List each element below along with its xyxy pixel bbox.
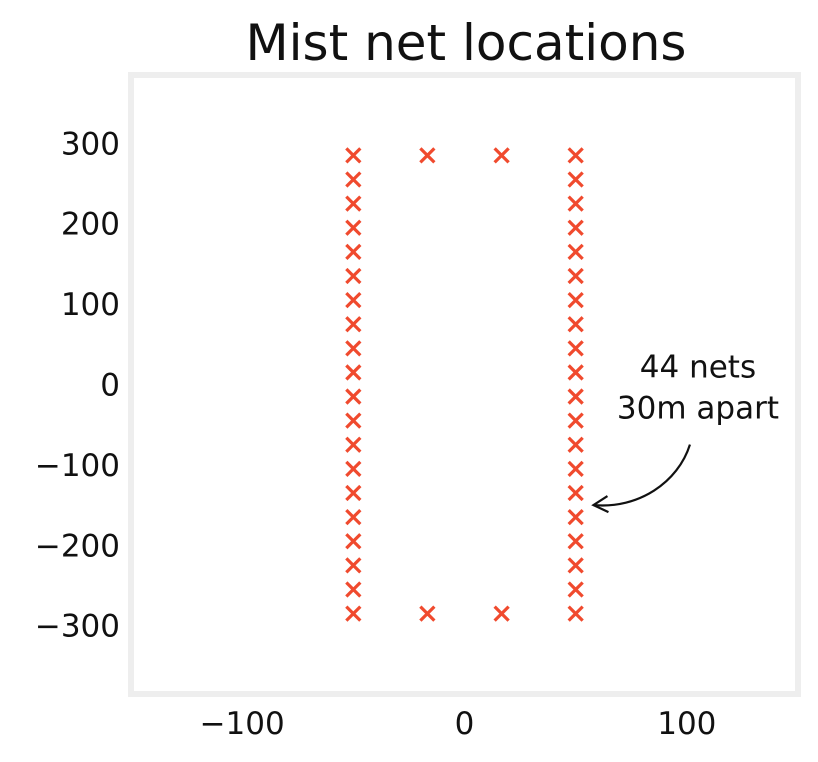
net-marker (345, 388, 362, 405)
y-axis-ticks: 300 200 100 0 −100 −200 −300 (35, 126, 120, 644)
net-marker (567, 509, 584, 526)
net-marker (567, 557, 584, 574)
y-tick-label: 0 (100, 368, 120, 404)
net-marker (345, 316, 362, 333)
net-marker (567, 243, 584, 260)
net-marker (567, 605, 584, 622)
net-marker (567, 147, 584, 164)
y-tick-label: 100 (61, 287, 120, 323)
y-tick-label: 200 (61, 207, 120, 243)
net-marker (345, 219, 362, 236)
net-marker (345, 291, 362, 309)
net-marker (567, 219, 584, 236)
net-marker (345, 436, 362, 453)
net-marker (567, 436, 584, 453)
y-tick-label: −200 (35, 528, 120, 564)
net-marker (567, 171, 584, 188)
annotation-arrowhead (591, 495, 609, 514)
net-marker (345, 533, 362, 550)
net-marker (567, 195, 584, 212)
net-marker (567, 316, 584, 333)
net-marker (345, 243, 362, 260)
net-marker (567, 412, 584, 429)
net-marker (493, 605, 510, 622)
net-marker (567, 364, 584, 381)
x-tick-label: 0 (455, 706, 475, 742)
net-marker (345, 171, 362, 188)
net-marker (567, 533, 584, 550)
net-marker (345, 581, 362, 598)
annotation-arrow (593, 444, 691, 507)
net-marker (345, 147, 362, 164)
net-marker (345, 412, 362, 429)
plot-frame (128, 72, 801, 697)
data-points (345, 147, 584, 622)
net-marker (419, 147, 436, 164)
y-tick-label: −100 (35, 448, 120, 484)
net-marker (493, 147, 510, 164)
annotation-line-2: 30m apart (617, 391, 779, 427)
annotation-line-1: 44 nets (640, 350, 756, 386)
net-marker (567, 581, 584, 598)
net-marker (567, 340, 584, 357)
net-marker (345, 557, 362, 574)
net-marker (567, 291, 584, 309)
net-marker (345, 364, 362, 381)
net-marker (345, 484, 362, 502)
chart-title: Mist net locations (246, 14, 687, 72)
net-marker (567, 484, 584, 502)
y-tick-label: −300 (35, 609, 120, 645)
net-marker (345, 267, 362, 285)
annotation: 44 nets 30m apart (591, 350, 779, 514)
net-marker (345, 340, 362, 357)
net-marker (345, 509, 362, 526)
x-tick-label: −100 (200, 706, 285, 742)
x-axis-ticks: −100 0 100 (200, 706, 717, 742)
net-marker (567, 388, 584, 405)
net-marker (345, 460, 362, 478)
net-marker (345, 195, 362, 212)
y-tick-label: 300 (61, 126, 120, 162)
net-marker (567, 460, 584, 478)
net-marker (345, 605, 362, 622)
net-marker (419, 605, 436, 622)
net-marker (567, 267, 584, 285)
x-tick-label: 100 (657, 706, 716, 742)
